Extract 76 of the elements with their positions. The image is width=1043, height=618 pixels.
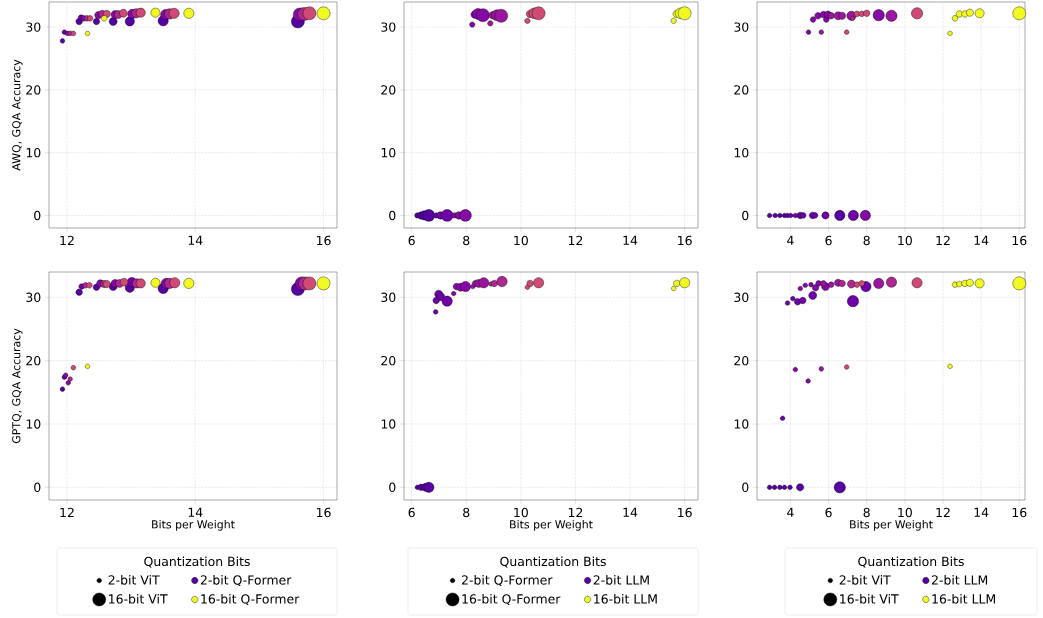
y-tick-label: 30 xyxy=(26,22,41,32)
x-tick-label: 6 xyxy=(825,235,832,246)
x-tick-label: 16 xyxy=(678,235,692,246)
legend-label: 16-bit Q-Former xyxy=(462,593,561,606)
x-tick-label: 12 xyxy=(60,507,74,518)
legend-label: 2-bit ViT xyxy=(108,575,160,585)
y-tick-label: 10 xyxy=(734,419,749,429)
y-tick-label: 0 xyxy=(34,210,41,221)
x-tick-label: 6 xyxy=(825,507,832,518)
x-tick-label: 14 xyxy=(188,507,203,517)
x-tick-label: 6 xyxy=(408,235,415,246)
x-tick-label: 14 xyxy=(974,507,989,517)
x-tick-label: 16 xyxy=(678,507,692,518)
y-tick-label: 10 xyxy=(381,419,396,429)
y-tick-label: 20 xyxy=(26,355,41,366)
y-tick-label: 10 xyxy=(734,147,749,158)
x-tick-label: 8 xyxy=(463,507,470,518)
x-axis-title: Bits per Weight xyxy=(850,520,933,531)
y-axis-title: AWQ, GQA Accuracy xyxy=(12,59,23,171)
y-tick-label: 30 xyxy=(734,22,749,32)
x-tick-label: 8 xyxy=(863,507,870,518)
x-tick-label: 12 xyxy=(568,235,583,246)
y-tick-label: 20 xyxy=(734,355,749,366)
legend-label: 16-bit Q-Former xyxy=(201,593,300,606)
legend-title: Quantization Bits xyxy=(144,556,250,568)
x-tick-label: 4 xyxy=(787,507,794,517)
legend-title: Quantization Bits xyxy=(858,556,964,568)
y-tick-label: 20 xyxy=(381,85,396,95)
legend-label: 16-bit ViT xyxy=(840,593,899,604)
legend-label: 2-bit Q-Former xyxy=(200,575,292,587)
y-tick-label: 0 xyxy=(742,210,749,221)
x-tick-label: 16 xyxy=(1012,235,1027,246)
y-tick-label: 30 xyxy=(381,22,396,32)
legend-label: 2-bit ViT xyxy=(839,575,891,585)
x-axis-title: Bits per Weight xyxy=(152,520,235,531)
y-tick-label: 10 xyxy=(26,419,41,429)
legend-label: 16-bit ViT xyxy=(109,593,168,604)
y-tick-label: 20 xyxy=(26,85,41,95)
y-tick-label: 0 xyxy=(742,482,749,493)
x-tick-label: 14 xyxy=(188,235,203,245)
x-axis-title: Bits per Weight xyxy=(510,520,593,531)
x-tick-label: 16 xyxy=(1012,507,1027,518)
x-tick-label: 12 xyxy=(936,235,950,246)
y-tick-label: 20 xyxy=(381,355,396,366)
x-tick-label: 14 xyxy=(974,235,989,245)
x-tick-label: 8 xyxy=(463,235,470,246)
y-tick-label: 30 xyxy=(26,292,41,303)
y-tick-label: 10 xyxy=(26,147,41,158)
y-tick-label: 20 xyxy=(734,85,749,95)
legend-label: 2-bit LLM xyxy=(931,575,988,585)
x-tick-label: 12 xyxy=(936,507,950,518)
x-tick-label: 16 xyxy=(316,507,331,518)
x-tick-label: 6 xyxy=(408,507,415,518)
x-tick-label: 8 xyxy=(863,235,870,246)
x-tick-label: 4 xyxy=(787,235,794,245)
x-tick-label: 10 xyxy=(514,235,528,246)
y-tick-label: 30 xyxy=(734,292,749,303)
x-tick-label: 12 xyxy=(60,235,74,246)
x-tick-label: 16 xyxy=(316,235,331,246)
legend-label: 2-bit Q-Former xyxy=(461,575,553,587)
legend-label: 16-bit LLM xyxy=(932,593,995,604)
x-tick-label: 10 xyxy=(898,507,912,518)
y-tick-label: 0 xyxy=(389,482,396,493)
y-tick-label: 10 xyxy=(381,147,396,158)
x-tick-label: 10 xyxy=(898,235,912,246)
legend-label: 2-bit LLM xyxy=(593,575,649,585)
y-tick-label: 0 xyxy=(389,210,396,221)
x-tick-label: 12 xyxy=(568,507,583,518)
y-tick-label: 30 xyxy=(381,292,396,303)
y-axis-title: GPTQ, GQA Accuracy xyxy=(12,328,23,444)
legend-label: 16-bit LLM xyxy=(594,593,657,604)
y-tick-label: 0 xyxy=(34,482,41,493)
x-tick-label: 10 xyxy=(514,507,528,518)
legend-title: Quantization Bits xyxy=(500,556,606,568)
x-tick-label: 14 xyxy=(623,507,638,517)
x-tick-label: 14 xyxy=(623,235,638,245)
